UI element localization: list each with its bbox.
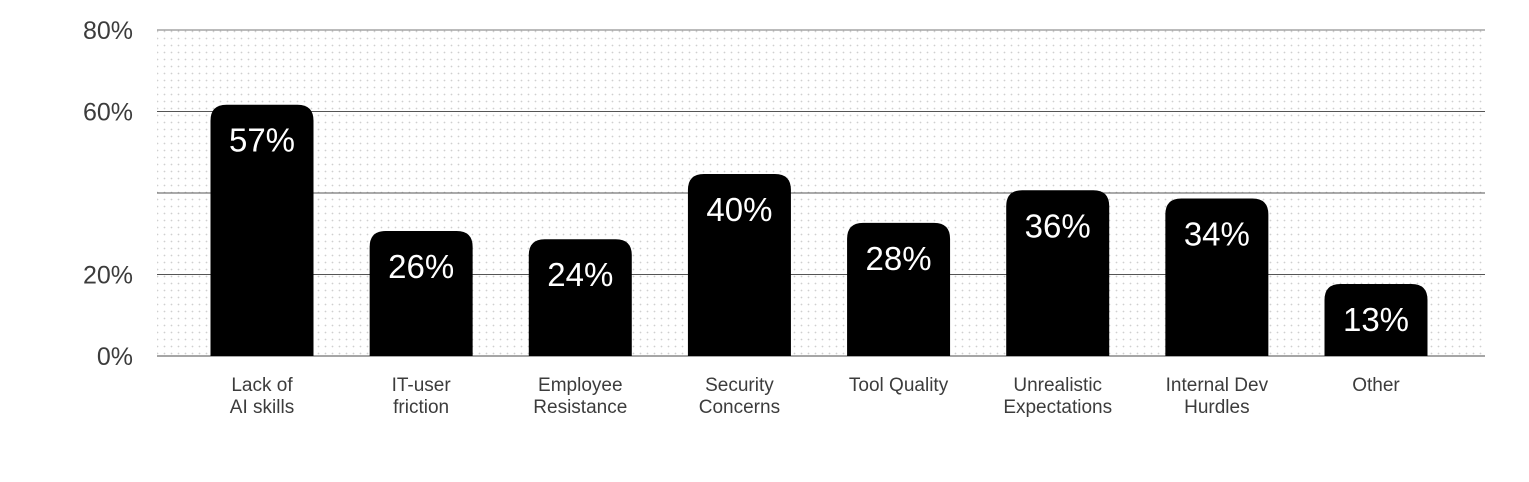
bar xyxy=(1006,190,1110,356)
x-category-label: Lack of AI skills xyxy=(230,375,294,418)
x-category-label: Tool Quality xyxy=(849,375,949,396)
x-category-label: Unrealistic Expectations xyxy=(1003,375,1112,418)
bar-value-label: 13% xyxy=(1343,301,1409,338)
bar-value-label: 40% xyxy=(706,191,772,228)
bar xyxy=(1165,198,1269,356)
bar-value-label: 26% xyxy=(388,248,454,285)
bar xyxy=(847,222,951,356)
bar-value-label: 34% xyxy=(1184,215,1250,252)
bar xyxy=(687,174,791,356)
x-axis-category-labels: Lack of AI skills IT-user friction Employee R… xyxy=(230,375,1401,418)
bar xyxy=(528,239,632,356)
bar-value-label: 36% xyxy=(1025,207,1091,244)
bar xyxy=(369,231,473,356)
x-category-label: IT-user friction xyxy=(392,375,452,418)
bars: 57% 26% 24% 40% 28% 36% 34% 13% xyxy=(210,104,1428,356)
y-tick-label: 80% xyxy=(83,17,133,45)
x-category-label: Employee Resistance xyxy=(533,375,627,418)
x-category-label: Internal Dev Hurdles xyxy=(1166,375,1269,418)
bar-value-label: 24% xyxy=(547,256,613,293)
y-tick-label: 20% xyxy=(83,262,133,290)
bar xyxy=(210,104,314,356)
bar-value-label: 57% xyxy=(229,122,295,159)
x-category-label: Other xyxy=(1352,375,1400,396)
y-tick-label: 0% xyxy=(97,343,133,371)
y-tick-label: 60% xyxy=(83,99,133,127)
x-category-label: Security Concerns xyxy=(699,375,780,418)
bar xyxy=(1324,284,1428,356)
y-axis-tick-labels: 0% 20% 60% 80% xyxy=(83,17,133,371)
bar-value-label: 28% xyxy=(866,240,932,277)
